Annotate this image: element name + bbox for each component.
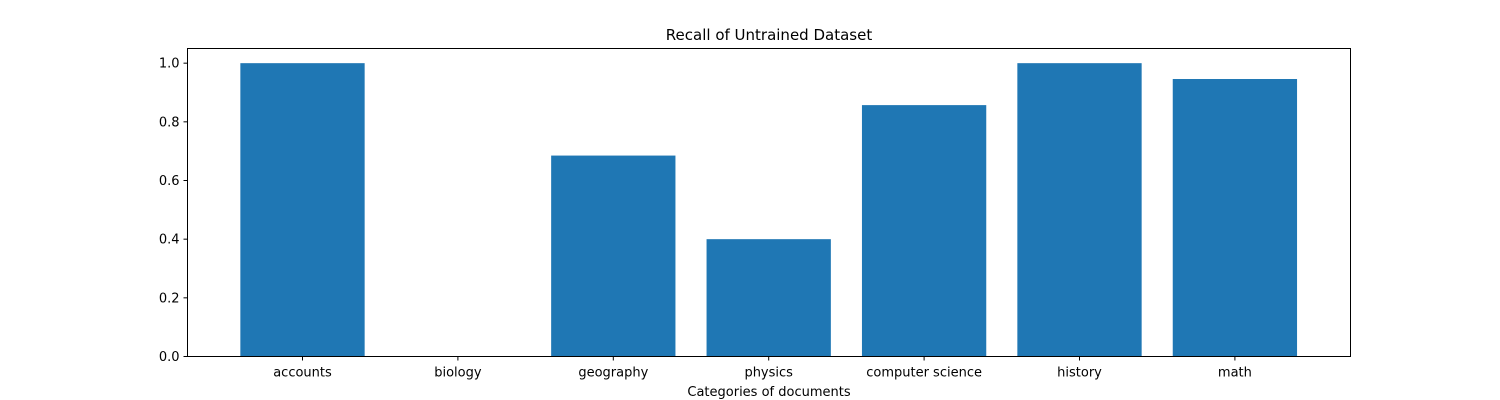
y-tick-label-0-8: 0.8 <box>159 115 180 130</box>
x-tick-label-computer-science: computer science <box>866 366 982 381</box>
bars-group <box>240 63 1298 357</box>
x-tick-label-math: math <box>1218 366 1252 381</box>
bar-physics <box>706 239 831 357</box>
bar-accounts <box>240 63 365 357</box>
bar-computer-science <box>861 105 987 357</box>
y-axis: 0.0 0.2 0.4 0.6 0.8 1.0 <box>159 57 188 365</box>
y-tick-label-0-6: 0.6 <box>159 174 180 189</box>
x-tick-label-accounts: accounts <box>273 366 332 381</box>
x-axis: accounts biology geography physics computer … <box>273 356 1252 381</box>
x-tick-label-biology: biology <box>434 366 482 381</box>
y-tick-label-0-2: 0.2 <box>159 291 180 306</box>
y-tick-label-0-4: 0.4 <box>159 233 180 248</box>
bar-history <box>1017 63 1142 357</box>
x-axis-label: Categories of documents <box>687 385 850 400</box>
bar-geography <box>551 155 676 357</box>
plot-frame <box>187 48 1351 357</box>
x-tick-label-history: history <box>1057 366 1102 381</box>
bar-math <box>1172 79 1298 357</box>
x-tick-label-geography: geography <box>578 366 648 381</box>
x-tick-label-physics: physics <box>744 366 793 381</box>
y-tick-label-0-0: 0.0 <box>159 350 180 365</box>
y-tick-label-1-0: 1.0 <box>159 57 180 72</box>
chart-title: Recall of Untrained Dataset <box>666 26 873 44</box>
